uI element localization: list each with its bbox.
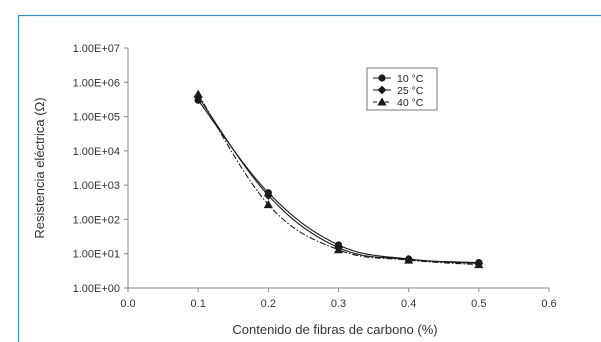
legend-entry: 25 °C [397,85,424,97]
y-tick-label: 1.00E+07 [73,43,120,55]
series-3-line [197,93,479,266]
series-lines [197,93,479,266]
legend-entry: 40 °C [397,97,424,109]
series-markers [193,89,484,269]
y-tick-label: 1.00E+00 [73,283,120,295]
legend-marker-icon [378,74,386,82]
series-3-point [474,260,484,269]
x-tick-label: 0.0 [120,298,135,310]
x-tick-labels: 0.0 0.1 0.2 0.3 0.4 0.5 0.6 [120,298,556,310]
x-tick-label: 0.5 [471,298,486,310]
x-axis-title: Contenido de fibras de carbono (%) [232,322,437,337]
axes [124,47,550,292]
legend-marker-icon [377,97,387,106]
series-2-line [197,96,479,265]
y-tick-label: 1.00E+05 [73,112,120,124]
series-2-point [263,191,273,200]
y-tick-label: 1.00E+02 [73,214,120,226]
y-tick-label: 1.00E+03 [73,180,120,192]
y-tick-label: 1.00E+01 [73,249,120,261]
x-tick-label: 0.2 [261,298,276,310]
legend-entry: 10 °C [397,73,424,85]
y-tick-labels: 1.00E+07 1.00E+06 1.00E+05 1.00E+04 1.00E+03… [73,43,120,295]
y-tick-label: 1.00E+04 [73,146,120,158]
legend-marker-icon [377,85,387,95]
series-3-point [263,200,273,209]
series-3-point [333,245,344,254]
series-3-point [404,255,414,264]
legend: 10 °C25 °C40 °C [366,67,438,111]
x-tick-label: 0.1 [191,298,206,310]
x-tick-label: 0.3 [331,298,346,310]
x-tick-label: 0.4 [401,298,416,310]
y-tick-label: 1.00E+06 [73,77,120,89]
series-1-line [197,99,479,264]
y-axis-title: Resistencia eléctrica (Ω) [32,97,47,238]
series-3-point [193,89,203,98]
x-tick-label: 0.6 [541,298,556,310]
